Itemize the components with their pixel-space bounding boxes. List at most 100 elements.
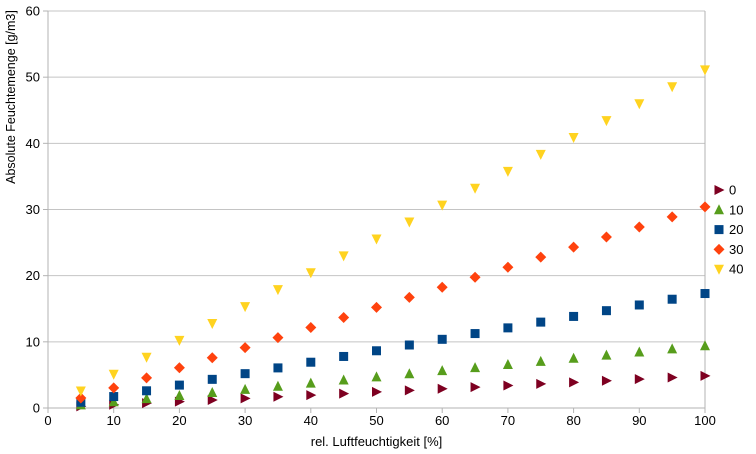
data-point-marker-30	[403, 291, 415, 303]
y-tick-label: 50	[26, 70, 40, 85]
data-point-marker-20	[372, 346, 381, 356]
x-tick-label: 90	[632, 413, 646, 428]
data-point-marker-0	[601, 375, 612, 386]
data-point-marker-20	[601, 306, 611, 316]
data-point-marker-0	[273, 391, 284, 402]
data-point-marker-30	[206, 352, 218, 364]
data-point-marker-30	[699, 201, 711, 213]
x-tick-label: 0	[44, 413, 51, 428]
legend-marker-icon-20	[714, 225, 724, 235]
data-point-marker-0	[404, 385, 415, 396]
data-point-marker-20	[142, 386, 152, 396]
data-point-marker-40	[108, 369, 119, 380]
data-point-marker-30	[338, 311, 350, 323]
y-axis-title: Absolute Feuchtemenge [g/m3]	[4, 10, 18, 184]
data-point-marker-10	[207, 386, 218, 397]
data-point-marker-0	[569, 377, 580, 388]
data-point-marker-0	[372, 386, 382, 397]
legend-item-label: 20	[729, 222, 743, 237]
x-tick-label: 60	[435, 413, 449, 428]
data-point-marker-10	[568, 352, 579, 363]
legend-item-label: 30	[729, 242, 743, 257]
data-point-marker-20	[470, 329, 480, 339]
data-point-marker-30	[272, 332, 284, 344]
data-point-marker-10	[700, 340, 710, 351]
data-point-marker-20	[536, 317, 546, 327]
y-tick-label: 40	[26, 136, 40, 151]
data-point-marker-10	[141, 393, 152, 404]
data-point-marker-10	[470, 362, 481, 373]
data-point-marker-40	[601, 116, 612, 127]
data-point-marker-10	[338, 374, 349, 385]
data-point-marker-30	[305, 322, 317, 334]
data-point-marker-10	[305, 377, 316, 388]
data-point-marker-10	[371, 371, 382, 382]
data-point-marker-40	[568, 133, 579, 144]
data-point-marker-20	[207, 374, 217, 384]
data-point-marker-40	[240, 302, 251, 313]
data-point-marker-0	[634, 374, 645, 385]
data-point-marker-40	[272, 285, 283, 296]
data-point-marker-20	[273, 363, 283, 373]
data-point-marker-0	[470, 382, 481, 393]
data-point-marker-0	[503, 380, 514, 391]
data-point-marker-0	[240, 393, 251, 404]
data-point-marker-10	[502, 358, 513, 369]
data-point-marker-20	[306, 357, 316, 367]
data-point-marker-10	[634, 346, 645, 357]
data-point-marker-40	[437, 200, 448, 211]
data-point-marker-10	[535, 355, 546, 366]
data-point-marker-40	[338, 251, 349, 262]
legend-marker-icon-40	[714, 264, 724, 275]
x-tick-label: 50	[369, 413, 383, 428]
data-point-marker-30	[371, 301, 382, 313]
data-point-marker-30	[568, 241, 580, 253]
y-tick-label: 60	[26, 4, 40, 19]
data-point-marker-30	[173, 362, 185, 374]
data-point-marker-40	[141, 352, 152, 363]
data-point-marker-20	[569, 311, 579, 321]
legend-item-label: 0	[729, 183, 736, 198]
data-point-marker-0	[536, 378, 547, 389]
data-point-marker-30	[436, 281, 448, 293]
data-point-marker-20	[240, 369, 250, 379]
data-point-marker-20	[404, 340, 414, 350]
x-tick-label: 40	[304, 413, 318, 428]
data-point-marker-40	[535, 149, 546, 160]
data-point-marker-10	[601, 349, 612, 360]
data-point-marker-40	[634, 99, 645, 110]
data-point-marker-20	[339, 351, 349, 361]
legend-item-label: 40	[729, 262, 743, 277]
x-tick-label: 100	[694, 413, 716, 428]
y-tick-label: 0	[33, 401, 40, 416]
data-point-marker-30	[502, 261, 514, 273]
x-tick-label: 30	[238, 413, 252, 428]
data-point-marker-40	[667, 82, 678, 93]
data-point-marker-20	[700, 289, 710, 299]
data-point-marker-10	[404, 368, 415, 379]
data-point-marker-40	[502, 166, 513, 177]
data-point-marker-30	[666, 211, 678, 223]
legend-marker-icon-10	[714, 204, 724, 215]
data-point-marker-0	[306, 390, 317, 401]
y-tick-label: 20	[26, 268, 40, 283]
data-point-marker-0	[667, 372, 678, 383]
y-tick-label: 10	[26, 334, 40, 349]
data-point-marker-0	[700, 370, 711, 381]
data-point-marker-40	[404, 217, 415, 228]
legend-marker-icon-0	[714, 185, 725, 195]
data-point-marker-40	[207, 318, 218, 329]
data-point-marker-10	[272, 380, 283, 391]
x-axis-title: rel. Luftfeuchtigkeit [%]	[310, 434, 443, 449]
data-point-marker-20	[437, 334, 447, 344]
data-point-marker-20	[503, 323, 513, 333]
y-tick-label: 30	[26, 202, 40, 217]
data-point-marker-0	[207, 394, 218, 405]
data-point-marker-30	[633, 221, 645, 233]
data-point-marker-10	[437, 365, 448, 376]
legend-marker-icon-30	[713, 243, 725, 255]
x-tick-label: 70	[501, 413, 515, 428]
data-point-marker-40	[305, 268, 316, 279]
data-point-marker-20	[667, 294, 677, 304]
